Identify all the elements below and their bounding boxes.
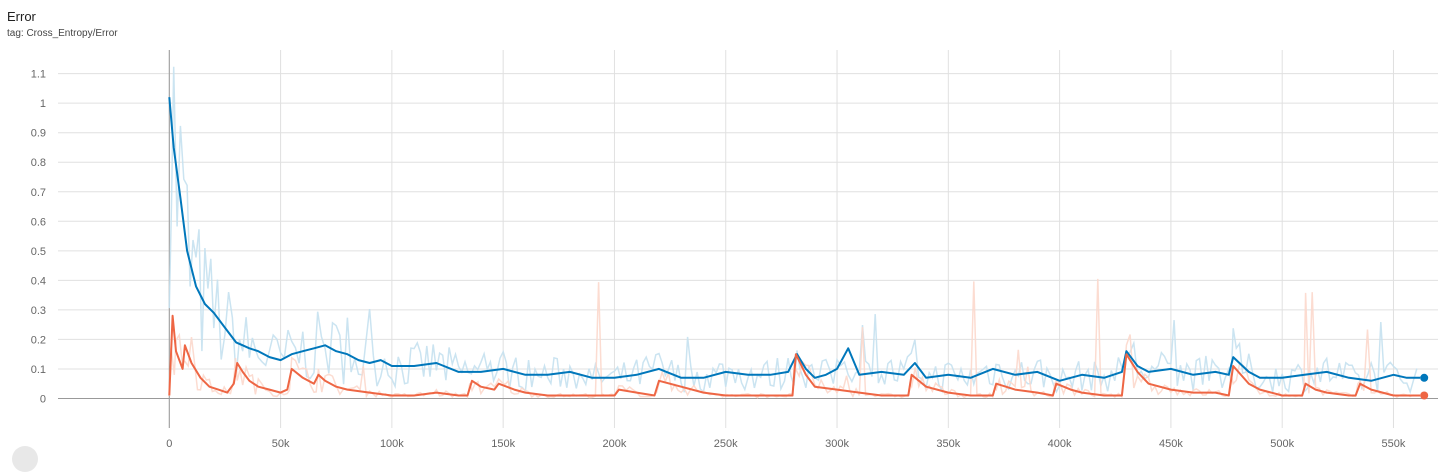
y-tick-label: 0.6 xyxy=(31,216,46,228)
x-tick-label: 150k xyxy=(491,438,515,450)
x-axis-ticks: 0 50k 100k 150k 200k 250k 300k 350k 400k 450k 500k… xyxy=(166,438,1406,450)
axes xyxy=(58,50,1438,428)
x-tick-label: 300k xyxy=(825,438,849,450)
error-chart[interactable]: 0 50k 100k 150k 200k 250k 300k 350k 400k 450k 500k… xyxy=(0,0,1438,453)
x-tick-label: 0 xyxy=(166,438,172,450)
raw-series-line-1 xyxy=(168,66,1418,395)
x-tick-label: 250k xyxy=(714,438,738,450)
x-tick-label: 400k xyxy=(1048,438,1072,450)
x-tick-label: 100k xyxy=(380,438,404,450)
smoothed-series-line-2 xyxy=(168,314,1421,397)
y-tick-label: 0 xyxy=(40,393,46,405)
y-tick-label: 0.4 xyxy=(31,275,46,287)
y-axis-ticks: 0 0.1 0.2 0.3 0.4 0.5 0.6 0.7 0.8 0.9 1 1.1 xyxy=(31,69,46,406)
x-tick-label: 200k xyxy=(603,438,627,450)
y-tick-label: 1.1 xyxy=(31,69,46,81)
y-tick-label: 1 xyxy=(40,98,46,110)
y-tick-label: 0.9 xyxy=(31,128,46,140)
x-tick-label: 550k xyxy=(1382,438,1406,450)
smoothed-series-line-1 xyxy=(168,97,1421,382)
smoothed-series-lines[interactable] xyxy=(168,97,1421,397)
chart-subtitle: tag: Cross_Entropy/Error xyxy=(7,28,118,39)
fit-domain-button[interactable] xyxy=(12,446,38,472)
y-tick-label: 0.5 xyxy=(31,246,46,258)
y-tick-label: 0.3 xyxy=(31,305,46,317)
y-tick-label: 0.1 xyxy=(31,364,46,376)
raw-series-lines xyxy=(168,66,1418,399)
series-end-marker-1 xyxy=(1420,373,1429,382)
series-end-marker-2 xyxy=(1420,391,1429,400)
x-tick-label: 450k xyxy=(1159,438,1183,450)
x-tick-label: 500k xyxy=(1270,438,1294,450)
y-tick-label: 0.2 xyxy=(31,334,46,346)
y-tick-label: 0.8 xyxy=(31,157,46,169)
y-tick-label: 0.7 xyxy=(31,187,46,199)
chart-title: Error xyxy=(7,9,36,24)
x-tick-label: 350k xyxy=(936,438,960,450)
series-end-markers xyxy=(1420,373,1429,400)
x-tick-label: 50k xyxy=(272,438,290,450)
grid-lines xyxy=(58,50,1438,428)
